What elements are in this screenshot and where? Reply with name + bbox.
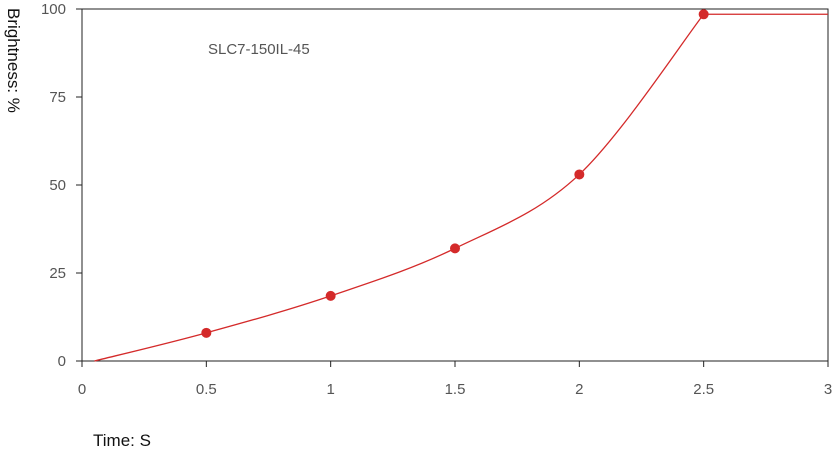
data-point — [574, 169, 585, 180]
x-tick-label: 2.5 — [693, 381, 714, 398]
x-tick-label: 1 — [326, 381, 334, 398]
data-point — [450, 243, 460, 254]
x-tick-label: 2 — [575, 381, 583, 398]
x-tick-label: 1.5 — [445, 381, 466, 398]
y-axis-label: Brightness: % — [4, 8, 23, 113]
data-point — [325, 290, 336, 301]
chart-annotation: SLC7-150IL-45 — [208, 41, 310, 58]
x-tick-label: 0 — [78, 381, 86, 398]
brightness-curve — [94, 13, 828, 362]
x-tick-label: 0.5 — [196, 381, 217, 398]
y-tick-label: 100 — [41, 1, 66, 18]
x-tick-label: 3 — [824, 381, 832, 398]
plot-frame — [81, 8, 829, 362]
y-tick-label: 50 — [49, 177, 66, 194]
tick-group: 0 0.5 1 1.5 2 2.5 3 0 25 50 75 100 — [41, 1, 832, 398]
y-tick-label: 75 — [49, 89, 66, 106]
y-tick-label: 25 — [49, 265, 66, 282]
y-tick-label: 0 — [58, 353, 66, 370]
data-point — [698, 9, 709, 20]
data-point — [201, 327, 212, 338]
series-group — [94, 9, 828, 362]
x-axis-label: Time: S — [93, 431, 151, 450]
